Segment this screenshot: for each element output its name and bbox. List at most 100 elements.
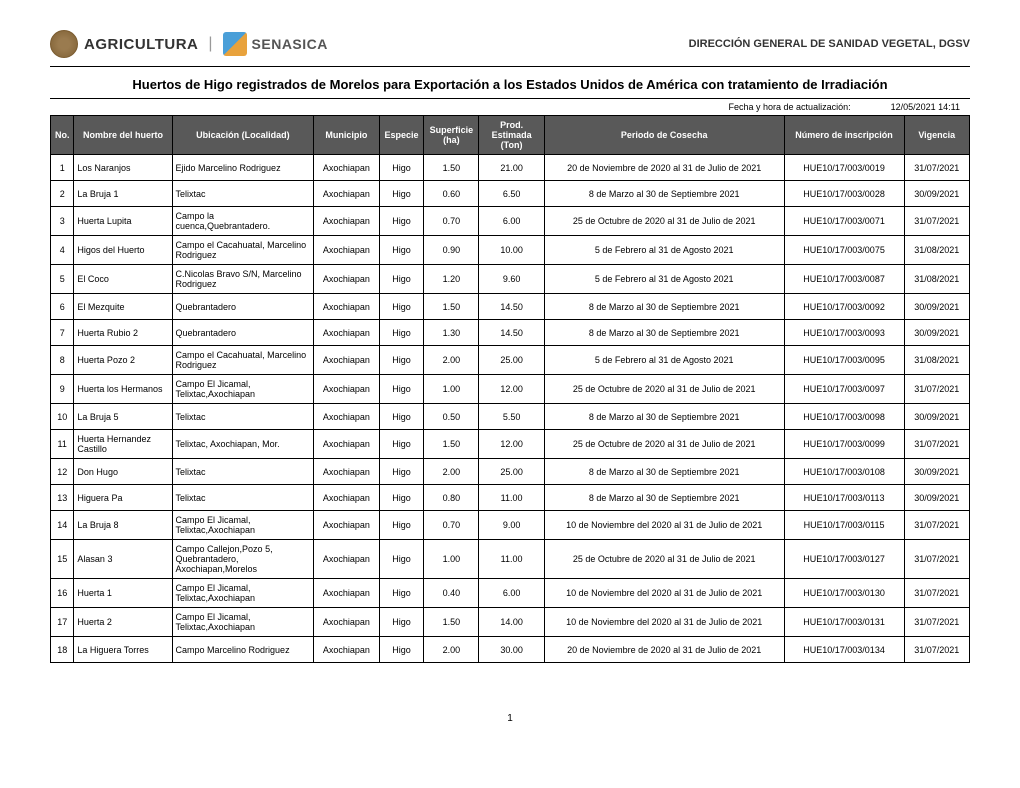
cell-prod: 14.50: [479, 320, 544, 346]
cell-no: 17: [51, 608, 74, 637]
col-header-inscripcion: Número de inscripción: [784, 116, 904, 155]
cell-periodo: 20 de Noviembre de 2020 al 31 de Julio d…: [544, 155, 784, 181]
cell-prod: 10.00: [479, 236, 544, 265]
table-row: 13Higuera PaTelixtacAxochiapanHigo0.8011…: [51, 485, 970, 511]
cell-municipio: Axochiapan: [314, 375, 379, 404]
cell-nombre: Huerta Pozo 2: [74, 346, 172, 375]
cell-periodo: 8 de Marzo al 30 de Septiembre 2021: [544, 294, 784, 320]
cell-especie: Higo: [379, 608, 424, 637]
cell-inscr: HUE10/17/003/0115: [784, 511, 904, 540]
cell-no: 5: [51, 265, 74, 294]
cell-vig: 31/07/2021: [904, 637, 970, 663]
col-header-vigencia: Vigencia: [904, 116, 970, 155]
table-row: 5El CocoC.Nicolas Bravo S/N, Marcelino R…: [51, 265, 970, 294]
cell-especie: Higo: [379, 181, 424, 207]
cell-nombre: Huerta Hernandez Castillo: [74, 430, 172, 459]
cell-ubicacion: Telixtac, Axochiapan, Mor.: [172, 430, 314, 459]
cell-prod: 25.00: [479, 459, 544, 485]
page-header: AGRICULTURA | SENASICA DIRECCIÓN GENERAL…: [50, 30, 970, 67]
cell-inscr: HUE10/17/003/0098: [784, 404, 904, 430]
cell-no: 12: [51, 459, 74, 485]
cell-no: 2: [51, 181, 74, 207]
cell-inscr: HUE10/17/003/0092: [784, 294, 904, 320]
table-row: 18La Higuera TorresCampo Marcelino Rodri…: [51, 637, 970, 663]
cell-vig: 31/07/2021: [904, 579, 970, 608]
cell-municipio: Axochiapan: [314, 404, 379, 430]
cell-no: 6: [51, 294, 74, 320]
cell-municipio: Axochiapan: [314, 430, 379, 459]
cell-inscr: HUE10/17/003/0019: [784, 155, 904, 181]
col-header-ubicacion: Ubicación (Localidad): [172, 116, 314, 155]
cell-especie: Higo: [379, 265, 424, 294]
cell-especie: Higo: [379, 346, 424, 375]
cell-nombre: Los Naranjos: [74, 155, 172, 181]
cell-inscr: HUE10/17/003/0093: [784, 320, 904, 346]
cell-vig: 30/09/2021: [904, 181, 970, 207]
cell-sup: 1.30: [424, 320, 479, 346]
cell-ubicacion: Campo el Cacahuatal, Marcelino Rodriguez: [172, 236, 314, 265]
col-header-periodo: Periodo de Cosecha: [544, 116, 784, 155]
table-row: 12Don HugoTelixtacAxochiapanHigo2.0025.0…: [51, 459, 970, 485]
table-row: 3Huerta LupitaCampo la cuenca,Quebrantad…: [51, 207, 970, 236]
cell-sup: 0.60: [424, 181, 479, 207]
cell-sup: 0.70: [424, 207, 479, 236]
cell-vig: 31/08/2021: [904, 236, 970, 265]
cell-prod: 11.00: [479, 485, 544, 511]
cell-inscr: HUE10/17/003/0131: [784, 608, 904, 637]
agricultura-logo: AGRICULTURA: [50, 30, 198, 58]
direccion-label: DIRECCIÓN GENERAL DE SANIDAD VEGETAL, DG…: [689, 38, 970, 50]
cell-prod: 14.00: [479, 608, 544, 637]
cell-especie: Higo: [379, 155, 424, 181]
cell-inscr: HUE10/17/003/0071: [784, 207, 904, 236]
cell-ubicacion: Ejido Marcelino Rodriguez: [172, 155, 314, 181]
cell-sup: 2.00: [424, 459, 479, 485]
cell-no: 15: [51, 540, 74, 579]
cell-inscr: HUE10/17/003/0095: [784, 346, 904, 375]
col-header-superficie: Superficie (ha): [424, 116, 479, 155]
cell-prod: 14.50: [479, 294, 544, 320]
cell-municipio: Axochiapan: [314, 459, 379, 485]
cell-nombre: Huerta los Hermanos: [74, 375, 172, 404]
table-row: 6El MezquiteQuebrantaderoAxochiapanHigo1…: [51, 294, 970, 320]
logos-group: AGRICULTURA | SENASICA: [50, 30, 328, 58]
cell-prod: 9.60: [479, 265, 544, 294]
cell-municipio: Axochiapan: [314, 540, 379, 579]
cell-especie: Higo: [379, 236, 424, 265]
cell-inscr: HUE10/17/003/0099: [784, 430, 904, 459]
table-row: 8Huerta Pozo 2Campo el Cacahuatal, Marce…: [51, 346, 970, 375]
col-header-municipio: Municipio: [314, 116, 379, 155]
cell-sup: 0.40: [424, 579, 479, 608]
cell-inscr: HUE10/17/003/0127: [784, 540, 904, 579]
col-header-prod: Prod. Estimada (Ton): [479, 116, 544, 155]
cell-no: 8: [51, 346, 74, 375]
cell-especie: Higo: [379, 375, 424, 404]
cell-municipio: Axochiapan: [314, 320, 379, 346]
cell-vig: 30/09/2021: [904, 320, 970, 346]
cell-sup: 0.70: [424, 511, 479, 540]
cell-no: 16: [51, 579, 74, 608]
cell-ubicacion: Quebrantadero: [172, 320, 314, 346]
cell-nombre: Huerta 2: [74, 608, 172, 637]
cell-no: 14: [51, 511, 74, 540]
date-row: Fecha y hora de actualización: 12/05/202…: [50, 98, 970, 115]
cell-ubicacion: Campo El Jicamal, Telixtac,Axochiapan: [172, 511, 314, 540]
cell-prod: 12.00: [479, 430, 544, 459]
table-row: 11Huerta Hernandez CastilloTelixtac, Axo…: [51, 430, 970, 459]
cell-periodo: 8 de Marzo al 30 de Septiembre 2021: [544, 404, 784, 430]
cell-nombre: El Mezquite: [74, 294, 172, 320]
cell-no: 10: [51, 404, 74, 430]
table-row: 14La Bruja 8Campo El Jicamal, Telixtac,A…: [51, 511, 970, 540]
cell-prod: 6.00: [479, 207, 544, 236]
cell-especie: Higo: [379, 579, 424, 608]
cell-municipio: Axochiapan: [314, 265, 379, 294]
cell-sup: 0.80: [424, 485, 479, 511]
cell-municipio: Axochiapan: [314, 511, 379, 540]
cell-vig: 31/07/2021: [904, 155, 970, 181]
cell-nombre: La Bruja 8: [74, 511, 172, 540]
cell-ubicacion: Quebrantadero: [172, 294, 314, 320]
cell-ubicacion: Telixtac: [172, 485, 314, 511]
cell-periodo: 25 de Octubre de 2020 al 31 de Julio de …: [544, 207, 784, 236]
cell-periodo: 10 de Noviembre del 2020 al 31 de Julio …: [544, 511, 784, 540]
cell-inscr: HUE10/17/003/0108: [784, 459, 904, 485]
table-row: 16Huerta 1Campo El Jicamal, Telixtac,Axo…: [51, 579, 970, 608]
